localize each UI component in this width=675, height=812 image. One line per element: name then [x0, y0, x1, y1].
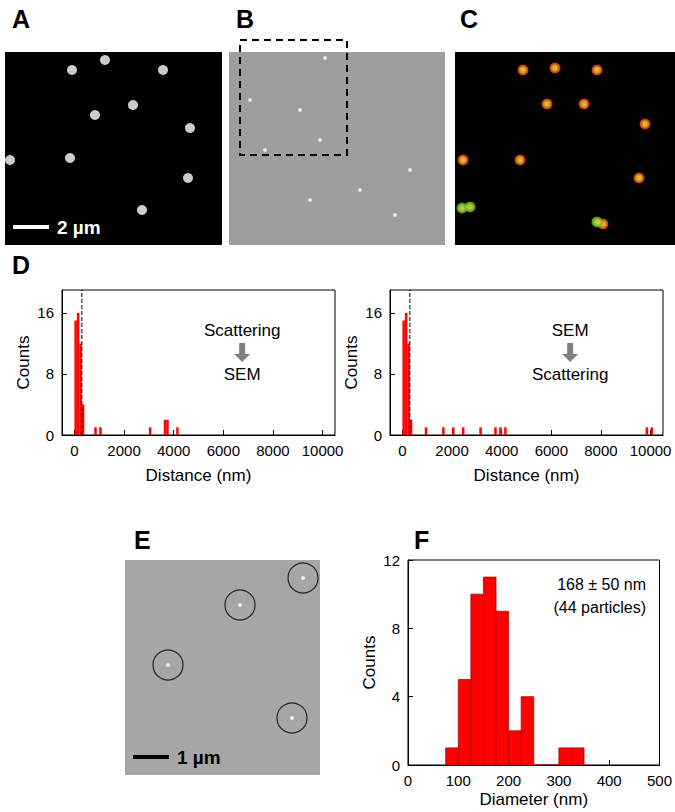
svg-text:(44 particles): (44 particles) — [554, 599, 646, 616]
svg-text:B: B — [236, 5, 254, 33]
svg-text:8: 8 — [374, 365, 382, 382]
svg-text:0: 0 — [392, 757, 400, 774]
svg-text:8000: 8000 — [256, 442, 289, 459]
svg-text:SEM: SEM — [224, 365, 261, 384]
svg-text:Scattering: Scattering — [204, 321, 281, 340]
svg-text:6000: 6000 — [535, 442, 568, 459]
svg-text:SEM: SEM — [552, 321, 589, 340]
svg-text:Scattering: Scattering — [532, 365, 609, 384]
svg-text:2000: 2000 — [435, 442, 468, 459]
svg-text:6000: 6000 — [207, 442, 240, 459]
svg-text:C: C — [460, 5, 478, 33]
svg-text:2000: 2000 — [107, 442, 140, 459]
svg-text:F: F — [414, 526, 429, 554]
svg-text:16: 16 — [37, 304, 54, 321]
svg-text:168 ± 50 nm: 168 ± 50 nm — [557, 576, 646, 593]
svg-text:Counts: Counts — [14, 336, 33, 390]
svg-text:0: 0 — [404, 772, 412, 789]
svg-text:300: 300 — [546, 772, 571, 789]
svg-text:A: A — [12, 5, 30, 33]
svg-text:4000: 4000 — [157, 442, 190, 459]
svg-text:Counts: Counts — [360, 636, 379, 690]
svg-text:10000: 10000 — [302, 442, 344, 459]
svg-text:8000: 8000 — [584, 442, 617, 459]
svg-text:8: 8 — [46, 365, 54, 382]
svg-text:Distance (nm): Distance (nm) — [474, 466, 580, 485]
svg-text:D: D — [12, 251, 30, 279]
svg-text:0: 0 — [374, 427, 382, 444]
svg-text:4: 4 — [392, 688, 400, 705]
svg-text:0: 0 — [46, 427, 54, 444]
svg-text:4000: 4000 — [485, 442, 518, 459]
svg-text:10000: 10000 — [630, 442, 672, 459]
svg-text:500: 500 — [647, 772, 672, 789]
svg-text:2 µm: 2 µm — [57, 217, 101, 238]
svg-text:Distance (nm): Distance (nm) — [146, 466, 252, 485]
svg-text:Diameter (nm): Diameter (nm) — [479, 790, 588, 809]
svg-text:200: 200 — [496, 772, 521, 789]
svg-text:16: 16 — [365, 304, 382, 321]
svg-text:1 µm: 1 µm — [177, 747, 221, 768]
svg-text:12: 12 — [383, 552, 400, 569]
svg-text:Counts: Counts — [342, 336, 361, 390]
svg-text:100: 100 — [446, 772, 471, 789]
svg-text:E: E — [134, 526, 151, 554]
svg-text:0: 0 — [70, 442, 78, 459]
svg-text:0: 0 — [398, 442, 406, 459]
svg-text:8: 8 — [392, 620, 400, 637]
svg-text:400: 400 — [597, 772, 622, 789]
